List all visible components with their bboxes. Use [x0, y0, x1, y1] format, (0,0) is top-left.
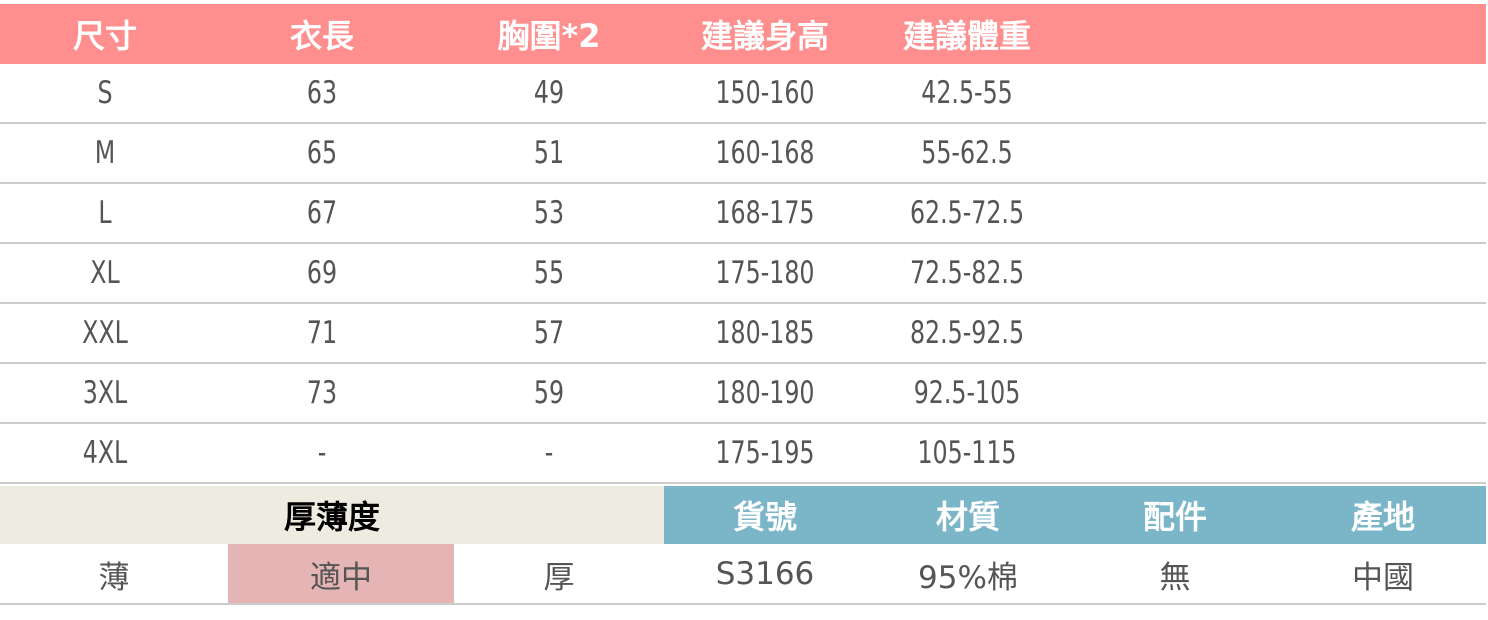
table-row: XL 69 55 175-180 72.5-82.5 — [0, 244, 1486, 304]
table-cell: 180-185 — [715, 315, 815, 351]
table-cell: 69 — [306, 255, 338, 291]
info-header: 產地 — [1350, 498, 1415, 536]
size-table-header — [0, 4, 1486, 64]
table-cell: 57 — [533, 315, 565, 351]
table-cell: S — [97, 75, 113, 111]
table-cell: 59 — [533, 375, 565, 411]
table-cell: 62.5-72.5 — [909, 195, 1025, 231]
info-header: 配件 — [1142, 498, 1207, 536]
table-cell: - — [317, 435, 327, 471]
thickness-selected-bg — [228, 544, 454, 604]
table-cell: XL — [90, 255, 120, 291]
table-row: 3XL 73 59 180-190 92.5-105 — [0, 364, 1486, 424]
table-cell: 42.5-55 — [921, 75, 1013, 111]
info-header-bg — [664, 486, 1486, 544]
table-cell: 82.5-92.5 — [909, 315, 1025, 351]
table-cell: 51 — [533, 135, 565, 171]
table-cell: - — [544, 435, 554, 471]
column-header: 胸圍*2 — [497, 17, 601, 55]
table-cell: 65 — [306, 135, 338, 171]
table-cell: 71 — [306, 315, 338, 351]
info-value: S3166 — [715, 556, 815, 592]
column-header: 建議體重 — [902, 17, 1032, 55]
table-cell: 55 — [533, 255, 565, 291]
table-cell: 67 — [306, 195, 338, 231]
thickness-option: 薄 — [98, 559, 130, 596]
info-header: 貨號 — [732, 498, 797, 536]
table-cell: 150-160 — [715, 75, 815, 111]
divider — [0, 603, 1486, 605]
table-cell: XXL — [82, 315, 128, 351]
table-cell: M — [94, 135, 116, 171]
table-cell: 3XL — [82, 375, 128, 411]
table-cell: 53 — [533, 195, 565, 231]
table-cell: 72.5-82.5 — [909, 255, 1025, 291]
table-cell: L — [98, 195, 112, 231]
info-header: 材質 — [935, 498, 1000, 536]
column-header: 尺寸 — [72, 17, 138, 55]
thickness-header: 厚薄度 — [0, 486, 664, 544]
table-cell: 92.5-105 — [913, 375, 1021, 411]
table-row: 4XL - - 175-195 105-115 — [0, 424, 1486, 484]
table-cell: 105-115 — [917, 435, 1017, 471]
info-value: 無 — [1159, 559, 1191, 596]
table-cell: 180-190 — [715, 375, 815, 411]
info-value: 95%棉 — [918, 559, 1018, 596]
table-cell: 168-175 — [715, 195, 815, 231]
table-row: XXL 71 57 180-185 82.5-92.5 — [0, 304, 1486, 364]
table-row: M 65 51 160-168 55-62.5 — [0, 124, 1486, 184]
table-cell: 175-195 — [715, 435, 815, 471]
table-cell: 4XL — [82, 435, 128, 471]
table-cell: 49 — [533, 75, 565, 111]
thickness-option: 適中 — [310, 559, 372, 596]
info-value: 中國 — [1352, 559, 1414, 596]
table-cell: 73 — [306, 375, 338, 411]
column-header: 建議身高 — [700, 17, 830, 55]
table-cell: 175-180 — [715, 255, 815, 291]
column-header: 衣長 — [289, 17, 355, 55]
table-cell: 55-62.5 — [921, 135, 1013, 171]
table-cell: 160-168 — [715, 135, 815, 171]
table-row: L 67 53 168-175 62.5-72.5 — [0, 184, 1486, 244]
table-cell: 63 — [306, 75, 338, 111]
table-row: S 63 49 150-160 42.5-55 — [0, 64, 1486, 124]
thickness-option: 厚 — [543, 559, 575, 596]
